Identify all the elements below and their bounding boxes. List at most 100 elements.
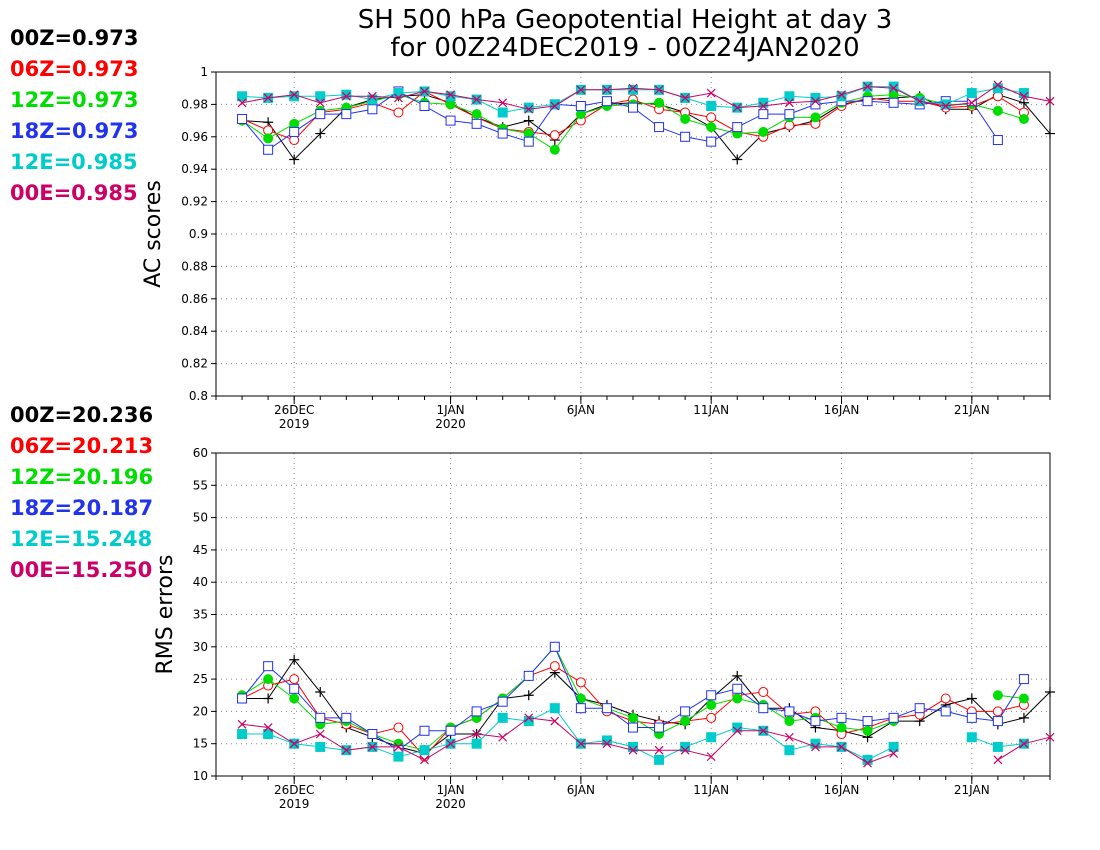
rms-point-12E <box>706 732 717 743</box>
ac-point-00E <box>315 98 325 108</box>
rms-point-12Z <box>836 722 847 733</box>
ac-point-18Z <box>784 109 795 120</box>
ac-point-00E <box>732 103 742 113</box>
rms-y-axis-title: RMS errors <box>153 555 178 675</box>
chart-title-line1: SH 500 hPa Geopotential Height at day 3 <box>358 5 893 35</box>
ac-point-12E <box>758 97 769 108</box>
rms-series-00E <box>237 713 1055 768</box>
rms-legend-12Z: 12Z=20.196 <box>10 465 153 489</box>
ac-point-12Z <box>1018 113 1029 124</box>
ac-point-18Z <box>367 104 378 115</box>
ac-point-00E <box>993 80 1003 90</box>
ac-point-00E <box>680 93 690 103</box>
ac-point-12Z <box>263 133 274 144</box>
rms-ytick-label: 10 <box>193 769 208 783</box>
rms-point-18Z <box>654 722 665 733</box>
rms-point-12E <box>732 722 743 733</box>
rms-point-00Z <box>732 670 743 681</box>
rms-ytick-label: 20 <box>193 704 208 718</box>
rms-point-12Z <box>680 716 691 727</box>
rms-xtick-label: 21JAN <box>954 783 990 797</box>
rms-point-00E <box>394 742 403 752</box>
ac-point-00E <box>915 96 925 106</box>
rms-point-18Z <box>341 712 352 723</box>
rms-xtick-label: 6JAN <box>567 783 595 797</box>
rms-point-12Z <box>706 699 717 710</box>
ac-ytick-label: 0.84 <box>181 324 208 338</box>
rms-point-00Z <box>315 687 326 698</box>
rms-point-12Z <box>289 693 300 704</box>
rms-point-18Z <box>680 706 691 717</box>
rms-point-00E <box>420 755 429 765</box>
rms-point-00E <box>993 755 1003 765</box>
ac-xtick-label: 26DEC <box>274 403 314 417</box>
rms-point-12Z <box>862 725 873 736</box>
rms-xtick-sublabel: 2019 <box>279 797 310 811</box>
rms-point-00E <box>758 726 768 736</box>
rms-point-12E <box>992 741 1003 752</box>
rms-point-18Z <box>445 725 456 736</box>
rms-point-00E <box>654 745 664 755</box>
rms-point-00E <box>524 713 534 723</box>
ac-ytick-label: 0.98 <box>181 97 208 111</box>
rms-point-18Z <box>862 716 873 727</box>
ac-point-12E <box>315 91 326 102</box>
rms-series-12Z <box>237 641 1029 756</box>
rms-series-line-12E <box>242 707 894 761</box>
ac-ytick-label: 0.82 <box>181 357 208 371</box>
ac-point-18Z <box>497 128 508 139</box>
rms-point-12Z <box>263 674 274 685</box>
rms-point-12Z <box>628 712 638 723</box>
ac-legend-00Z: 00Z=0.973 <box>10 26 138 50</box>
ac-legend-12E: 12E=0.985 <box>10 150 138 174</box>
ac-point-18Z <box>758 109 769 120</box>
rms-point-18Z <box>237 693 248 704</box>
ac-point-00E <box>889 83 899 93</box>
ac-point-00E <box>628 83 638 93</box>
rms-point-06Z <box>289 674 300 685</box>
ac-point-00Z <box>523 115 534 126</box>
rms-ytick-label: 35 <box>193 608 208 622</box>
ac-series-00E <box>237 80 1055 114</box>
ac-point-12Z <box>758 126 769 137</box>
ac-point-00Z <box>732 154 743 165</box>
ac-point-18Z <box>445 115 456 126</box>
ac-point-12E <box>341 89 352 100</box>
ac-xtick-label: 1JAN <box>436 403 464 417</box>
rms-point-00E <box>811 742 820 752</box>
rms-xtick-sublabel: 2020 <box>435 797 466 811</box>
rms-point-00E <box>1045 732 1055 742</box>
rms-series-line-18Z <box>241 645 1025 751</box>
rms-legend-12E: 12E=15.248 <box>10 527 152 551</box>
rms-xtick-label: 16JAN <box>824 783 860 797</box>
rms-point-12E <box>263 729 274 740</box>
ac-point-12Z <box>992 105 1003 116</box>
ac-point-00E <box>837 90 846 100</box>
ac-point-00E <box>758 101 768 111</box>
rms-point-00E <box>602 739 612 749</box>
ac-point-00Z <box>289 154 300 165</box>
rms-point-06Z <box>758 687 769 698</box>
ac-point-00Z <box>1045 128 1055 139</box>
ac-point-12E <box>836 91 847 102</box>
rms-point-18Z <box>992 716 1003 727</box>
ac-point-18Z <box>263 144 274 155</box>
ac-point-18Z <box>628 102 638 113</box>
ac-legend: 00Z=0.973 06Z=0.973 12Z=0.973 18Z=0.973 … <box>10 26 138 205</box>
rms-series-line-12Z <box>241 645 894 751</box>
rms-point-18Z <box>575 703 586 714</box>
rms-point-00E <box>472 729 482 739</box>
rms-series-line-00Z <box>242 658 1051 754</box>
rms-point-06Z <box>393 722 404 733</box>
ac-scores-panel: 0.8 0.82 0.84 0.86 0.88 0.9 0.92 0.94 0.96 0.98 1 2… <box>141 65 1055 431</box>
ac-legend-00E: 00E=0.985 <box>10 181 138 205</box>
ac-point-06Z <box>549 130 560 141</box>
rms-point-00E <box>837 742 846 752</box>
ac-point-12Z <box>810 112 821 123</box>
ac-series-12Z <box>237 89 1029 155</box>
rms-point-12Z <box>1018 693 1029 704</box>
ac-point-00E <box>341 91 351 101</box>
ac-point-12Z <box>680 113 691 124</box>
